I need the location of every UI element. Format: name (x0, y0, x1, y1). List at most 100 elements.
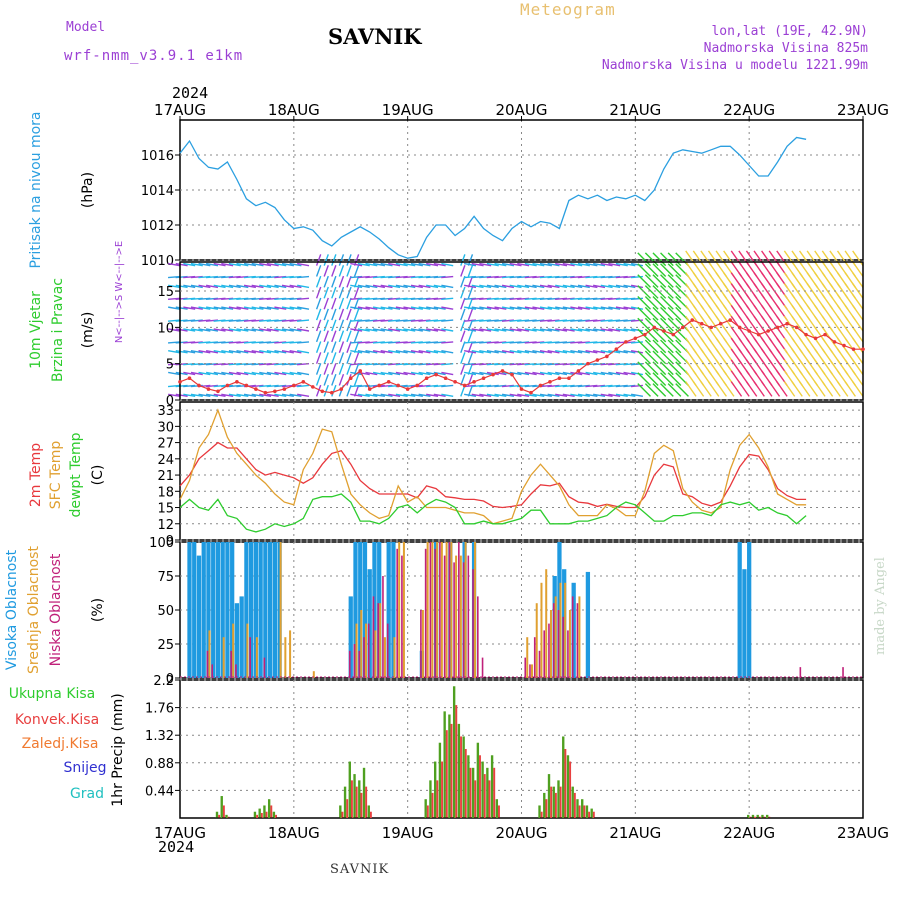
wind-arrow (206, 393, 219, 398)
wind-arrow (630, 328, 644, 332)
wind-arrow (365, 350, 378, 354)
cloud-bar (230, 542, 235, 678)
wind-arrow (852, 326, 864, 343)
precip-conv-bar (754, 816, 757, 818)
wind-arrow (562, 350, 575, 354)
precip-total-bar (538, 805, 541, 818)
wind-ytick-label: 15 (157, 285, 174, 300)
wind-arrow (562, 262, 575, 267)
wind-arrow (289, 306, 302, 310)
wind-arrow (441, 393, 454, 398)
wind-arrow (532, 306, 545, 310)
cloud-bar (360, 610, 363, 678)
cloud-bar (358, 650, 361, 678)
wind-arrow (353, 286, 360, 299)
wind-arrow (251, 328, 264, 332)
wind-arrow (652, 328, 667, 343)
precip-conv-bar (545, 799, 548, 818)
wind-arrow (266, 371, 279, 376)
wind-arrow (623, 371, 636, 376)
precip-total-bar (215, 811, 219, 818)
wind-arrow (236, 371, 249, 376)
wind-arrow (251, 350, 264, 354)
cloud-bar (568, 610, 571, 678)
cloud-bar (192, 542, 197, 678)
x-top-label: 21AUG (609, 101, 661, 119)
wind-arrow (623, 306, 636, 310)
precip-conv-bar (483, 774, 486, 818)
wind-arrow (660, 295, 674, 310)
wind-arrow (433, 306, 446, 310)
wind-arrow (315, 265, 322, 277)
wind-arrow (852, 272, 864, 288)
precip-total-bar (448, 714, 451, 818)
precip-conv-bar (498, 805, 500, 818)
wind-arrow (296, 319, 310, 322)
wind-arrow (380, 393, 393, 398)
wind-arrow (547, 328, 560, 332)
cloud-bar (429, 542, 432, 678)
wind-arrow (281, 328, 294, 332)
wind-arrow (852, 348, 864, 365)
wind-arrow (266, 262, 279, 267)
precip-conv-bar (554, 792, 557, 818)
wind-arrow (460, 254, 466, 266)
wind-speed-point (367, 387, 372, 391)
wind-arrow (667, 339, 682, 354)
precip-conv-bar (355, 786, 358, 818)
wind-arrow (289, 284, 302, 289)
wind-arrow (745, 381, 758, 397)
wind-arrow (281, 393, 294, 398)
precip-conv-bar (275, 814, 277, 818)
cloud-bar (284, 637, 287, 678)
wind-arrow (289, 350, 302, 354)
wind-arrow (615, 284, 628, 289)
cloud-bar (235, 664, 237, 678)
wind-arrow (467, 286, 474, 299)
cloud-bar (379, 603, 382, 678)
wind-arrow (562, 393, 575, 398)
wind-arrow (532, 350, 545, 354)
wind-arrow (667, 285, 682, 299)
cloud-bar (211, 542, 216, 678)
wind-arrow (183, 328, 196, 332)
cloud-bar (557, 610, 560, 678)
precip-conv-bar (564, 749, 567, 818)
wind-arrow (644, 361, 659, 376)
wind-arrow (175, 350, 188, 354)
precip-conv-bar (218, 814, 221, 818)
wind-arrow (251, 371, 264, 376)
wind-speed-point (766, 329, 770, 333)
wind-arrow (323, 308, 329, 321)
wind-arrow (350, 284, 363, 289)
wind-arrow (577, 371, 590, 376)
wind-arrow (357, 350, 370, 354)
wind-arrow (323, 265, 329, 277)
wind-arrow (221, 328, 234, 332)
temp-ylabel-2m: 2m Temp (28, 443, 44, 507)
wind-arrow (630, 350, 644, 354)
wind-arrow (426, 393, 439, 398)
pressure-ylabel: Pritisak na nivou mora (28, 111, 44, 268)
wind-arrow (274, 328, 287, 332)
wind-arrow (524, 262, 537, 267)
page-title: SAVNIK (328, 24, 422, 49)
wind-arrow (315, 297, 322, 310)
wind-arrow (467, 308, 474, 321)
wind-arrow (323, 341, 329, 354)
wind-arrow (346, 330, 352, 343)
wind-arrow (266, 328, 279, 332)
cloud-bar (564, 582, 567, 678)
wind-arrow (494, 306, 507, 310)
wind-arrow (221, 393, 234, 398)
precip-conv-bar (227, 816, 230, 818)
cloud-bar (348, 650, 351, 678)
wind-arrow (228, 328, 241, 332)
wind-arrow (331, 341, 337, 354)
model-elevation: Nadmorska Visina u modelu 1221.99m (601, 58, 868, 73)
wind-arrow (426, 328, 439, 332)
wind-arrow (315, 341, 322, 354)
cloud-bar (443, 555, 446, 678)
precip-total-bar (761, 814, 764, 818)
wind-arrow (660, 263, 674, 278)
